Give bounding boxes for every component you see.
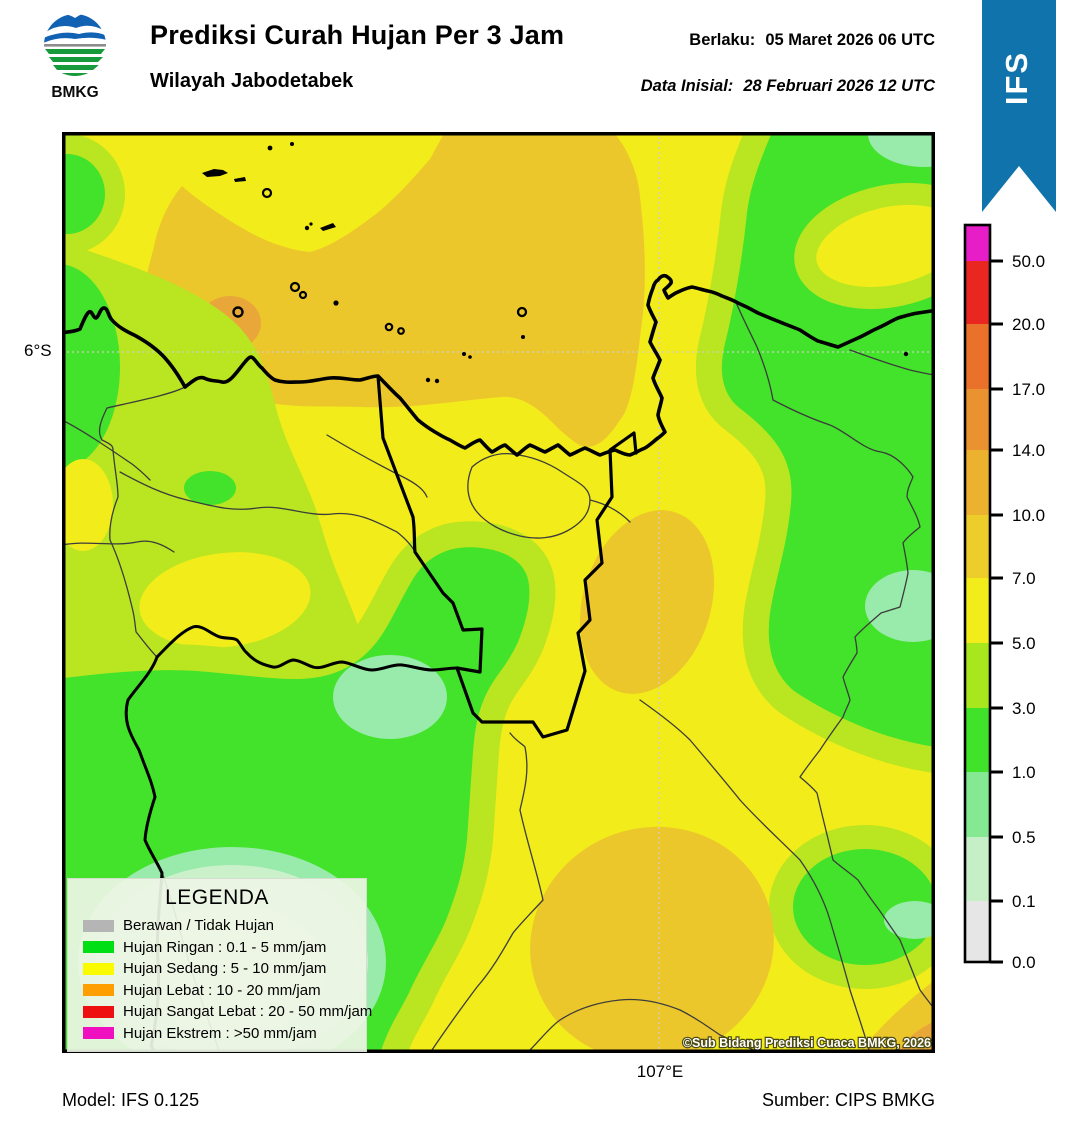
ifs-ribbon: IFS	[982, 0, 1056, 212]
source-label: Sumber: CIPS BMKG	[761, 1090, 935, 1110]
logo-text: BMKG	[51, 84, 98, 101]
islands	[202, 142, 909, 384]
initial-time: Data Inisial: 28 Februari 2026 12 UTC	[640, 77, 935, 95]
gridlines	[62, 132, 935, 1053]
legend-swatch-very-heavy-rain-icon	[83, 1005, 114, 1018]
legend-item: Berawan / Tidak Hujan	[68, 915, 366, 937]
svg-text:14.0: 14.0	[1012, 441, 1045, 460]
longitude-label: 107°E	[636, 1062, 684, 1081]
legend-item: Hujan Lebat : 10 - 20 mm/jam	[68, 980, 366, 1002]
bmkg-logo: BMKG	[44, 14, 106, 101]
colorbar: 50.020.0 17.014.0 10.07.0 5.03.0 1.00.5 …	[963, 223, 1045, 972]
svg-text:0.0: 0.0	[1012, 953, 1036, 972]
svg-text:5.0: 5.0	[1012, 634, 1036, 653]
legend-item: Hujan Sangat Lebat : 20 - 50 mm/jam	[68, 1001, 372, 1023]
model-label: Model: IFS 0.125	[62, 1090, 200, 1110]
jakarta-boundary	[376, 374, 638, 739]
svg-text:50.0: 50.0	[1012, 252, 1045, 271]
colorbar-labels: 50.020.0 17.014.0 10.07.0 5.03.0 1.00.5 …	[1012, 252, 1045, 972]
svg-text:7.0: 7.0	[1012, 569, 1036, 588]
svg-text:0.5: 0.5	[1012, 828, 1036, 847]
valid-time: Berlaku: 05 Maret 2026 06 UTC	[689, 31, 935, 49]
map-copyright: ©Sub Bidang Prediksi Cuaca BMKG, 2026	[683, 1036, 931, 1050]
colorbar-ticks	[990, 259, 1003, 964]
logo-wave-stripes-icon	[45, 49, 105, 76]
legend-swatch-cloudy-icon	[83, 919, 114, 932]
legend-swatch-moderate-rain-icon	[83, 962, 114, 975]
forecast-times: Berlaku: 05 Maret 2026 06 UTC Data Inisia…	[641, 31, 935, 96]
map-legend: LEGENDA Berawan / Tidak Hujan Hujan Ring…	[67, 878, 372, 1052]
legend-item: Hujan Ringan : 0.1 - 5 mm/jam	[68, 937, 366, 959]
legend-title: LEGENDA	[165, 886, 269, 909]
page-title: Prediksi Curah Hujan Per 3 Jam	[150, 20, 565, 50]
ribbon-label: IFS	[999, 51, 1034, 105]
legend-swatch-heavy-rain-icon	[83, 984, 114, 997]
svg-text:1.0: 1.0	[1012, 763, 1036, 782]
coastline	[62, 273, 935, 457]
svg-text:20.0: 20.0	[1012, 315, 1045, 334]
latitude-label: 6°S	[24, 341, 52, 360]
legend-item: Hujan Sedang : 5 - 10 mm/jam	[68, 958, 366, 980]
colorbar-segments	[965, 225, 990, 962]
legend-item: Hujan Ekstrem : >50 mm/jam	[68, 1023, 366, 1045]
svg-text:0.1: 0.1	[1012, 892, 1036, 911]
svg-text:17.0: 17.0	[1012, 380, 1045, 399]
legend-swatch-extreme-rain-icon	[83, 1027, 114, 1040]
page-subtitle: Wilayah Jabodetabek	[150, 70, 354, 92]
admin-boundaries	[62, 299, 935, 1053]
legend-swatch-light-rain-icon	[83, 941, 114, 954]
svg-text:10.0: 10.0	[1012, 506, 1045, 525]
svg-text:3.0: 3.0	[1012, 699, 1036, 718]
